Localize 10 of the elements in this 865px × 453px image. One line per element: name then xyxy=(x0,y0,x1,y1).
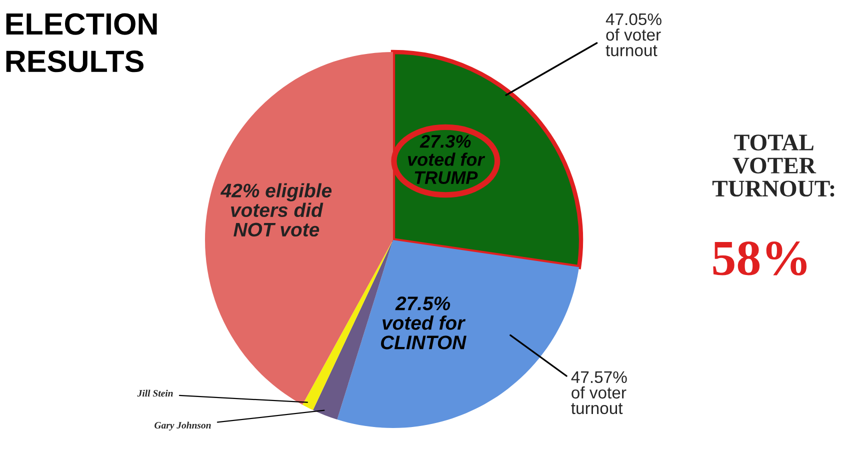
text: 47.05% of voter turnout xyxy=(606,13,662,56)
slice-label: Jill Stein xyxy=(137,390,173,397)
slice-label: 27.3% voted for TRUMP xyxy=(408,134,486,184)
slice-label: Gary Johnson xyxy=(154,422,211,431)
slice-label: 27.5% voted for CLINTON xyxy=(381,296,466,350)
slice-label: 42% eligible voters did NOT vote xyxy=(220,183,332,237)
chart-title: ELECTION RESULTS xyxy=(6,13,157,72)
text: TOTAL VOTER TURNOUT: xyxy=(712,134,834,197)
text: 58% xyxy=(713,242,807,276)
text: 47.57% of voter turnout xyxy=(571,371,627,414)
